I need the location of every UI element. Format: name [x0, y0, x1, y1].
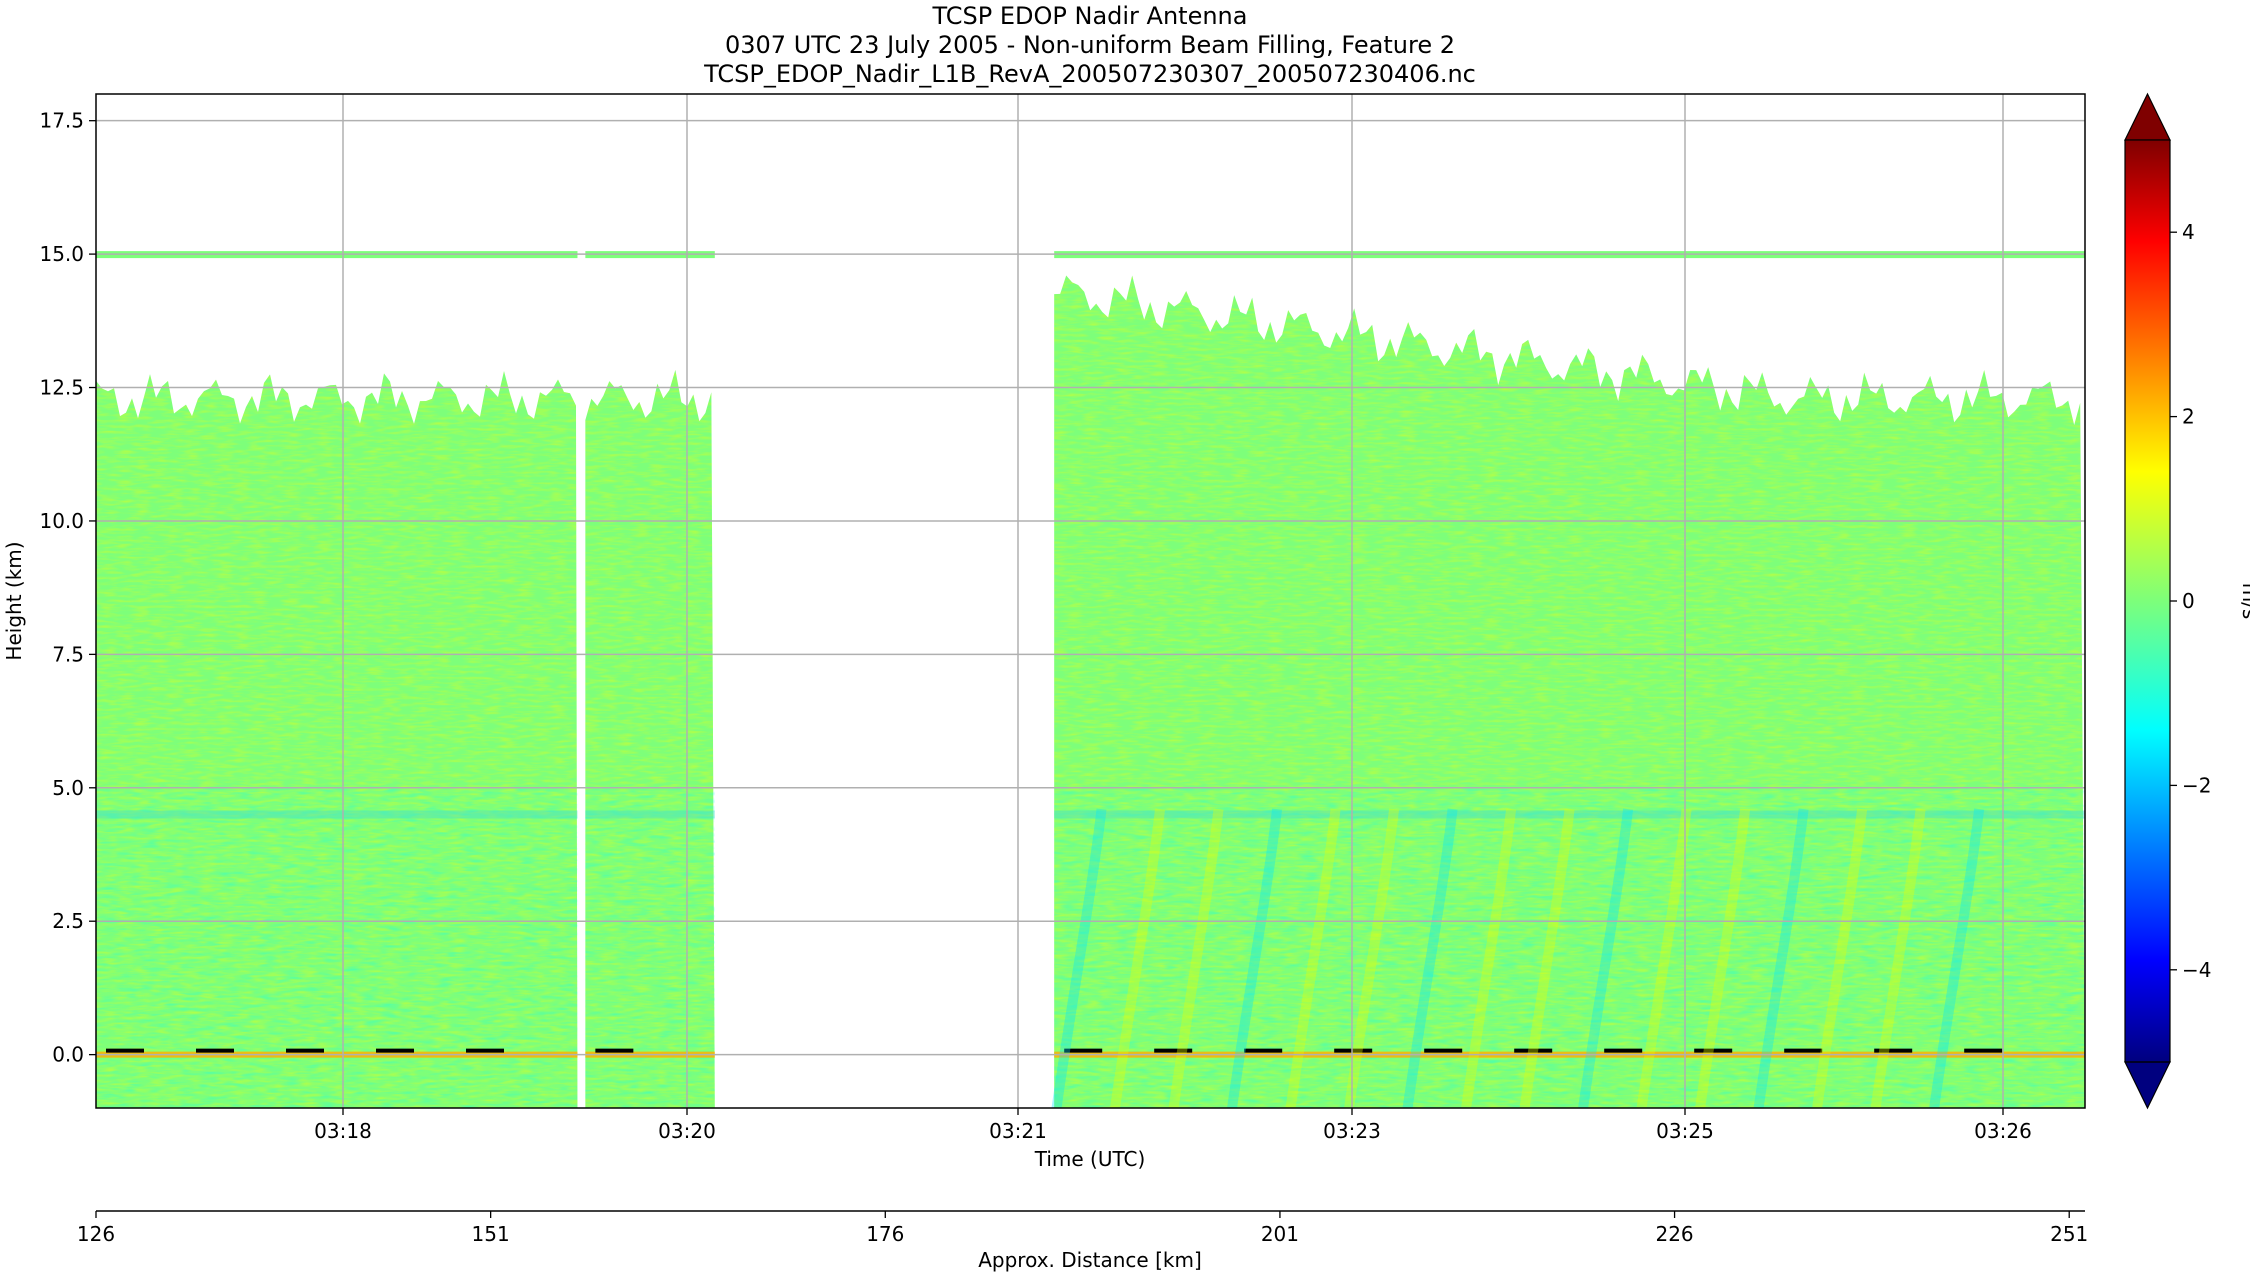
y-tick-label: 17.5 [39, 109, 84, 133]
y-tick-label: 10.0 [39, 509, 84, 533]
y-tick-label: 15.0 [39, 242, 84, 266]
fall-streak [1519, 808, 1575, 1108]
x-axis-distance: 126 151 176 201 226 251 [77, 1210, 2088, 1246]
fall-streak [1695, 808, 1751, 1108]
colorbar-extend-max [2124, 92, 2171, 141]
fall-streak [1285, 808, 1341, 1108]
y-axis-label: Height (km) [2, 541, 26, 660]
surface-echo-dark [1154, 1048, 1193, 1053]
x-tick-label: 03:26 [1974, 1119, 2032, 1143]
fall-streak [1344, 808, 1400, 1108]
x2-tick-label: 126 [77, 1222, 115, 1246]
surface-echo-dark [1424, 1048, 1463, 1053]
y-tick-label: 2.5 [52, 909, 84, 933]
fall-streak [1870, 808, 1926, 1108]
y-tick-label: 0.0 [52, 1043, 84, 1067]
colorbar-tick-label: 0 [2182, 589, 2195, 613]
colorbar-tick-label: 2 [2182, 405, 2195, 429]
colorbar-tick-label: −4 [2182, 958, 2211, 982]
y-tick-label: 12.5 [39, 376, 84, 400]
x-tick-label: 03:18 [314, 1119, 372, 1143]
x2-tick-label: 151 [472, 1222, 510, 1246]
x-axis-label: Time (UTC) [1034, 1147, 1146, 1171]
melting-layer [585, 810, 715, 819]
melting-layer [96, 810, 578, 819]
surface-echo-dark [1064, 1048, 1103, 1053]
surface-echo-dark [1244, 1048, 1283, 1053]
x-tick-label: 03:20 [658, 1119, 716, 1143]
fall-streak [1168, 808, 1224, 1108]
surface-echo-dark [1694, 1048, 1733, 1053]
y-tick-label: 5.0 [52, 776, 84, 800]
heatmap-field [96, 251, 2085, 1108]
surface-echo-dark [466, 1048, 504, 1053]
x2-tick-label: 251 [2050, 1222, 2088, 1246]
surface-echo-dark [1604, 1048, 1643, 1053]
surface-echo-dark [196, 1048, 234, 1053]
fall-streak [1461, 808, 1517, 1108]
colorbar-tick-label: −2 [2182, 773, 2211, 797]
surface-echo-dark [1514, 1048, 1553, 1053]
fall-streak [1929, 808, 1985, 1108]
melting-layer [1054, 810, 2085, 819]
colorbar-label: m/s [2238, 583, 2250, 620]
surface-echo-dark [106, 1048, 144, 1053]
y-tick-label: 7.5 [52, 642, 84, 666]
x2-tick-label: 201 [1261, 1222, 1299, 1246]
chart-title-line-1: TCSP EDOP Nadir Antenna [932, 2, 1248, 30]
surface-echo-dark [1784, 1048, 1823, 1053]
surface-echo-dark [1334, 1048, 1373, 1053]
surface-echo-dark [286, 1048, 324, 1053]
x2-tick-label: 226 [1655, 1222, 1693, 1246]
fall-streak [1227, 808, 1283, 1108]
fall-streak [1402, 808, 1458, 1108]
x-tick-label: 03:23 [1323, 1119, 1381, 1143]
x-tick-label: 03:25 [1656, 1119, 1714, 1143]
fall-streak [1578, 808, 1634, 1108]
plot-frame [95, 93, 2086, 1109]
fall-streak [1636, 808, 1692, 1108]
x-tick-label: 03:21 [989, 1119, 1047, 1143]
x2-tick-label: 176 [866, 1222, 904, 1246]
fall-streak [1753, 808, 1809, 1108]
x-axis-time: 03:18 03:20 03:21 03:23 03:25 03:26 [314, 1108, 2032, 1143]
chart-title-line-2: 0307 UTC 23 July 2005 - Non-uniform Beam… [724, 31, 1456, 59]
colorbar-tick-label: 4 [2182, 220, 2195, 244]
data-texture [585, 787, 715, 1108]
colorbar-extend-min [2124, 1061, 2171, 1110]
colorbar-gradient [2125, 140, 2170, 1062]
surface-echo-dark [1964, 1048, 2003, 1053]
x2-axis-label: Approx. Distance [km] [978, 1248, 1202, 1272]
fall-streak [1812, 808, 1868, 1108]
data-texture [96, 787, 578, 1108]
colorbar-ticks: −4 −2 0 2 4 [2170, 220, 2211, 982]
chart-title-line-3: TCSP_EDOP_Nadir_L1B_RevA_200507230307_20… [704, 60, 1476, 88]
fall-streak [1110, 808, 1166, 1108]
y-axis: 0.0 2.5 5.0 7.5 10.0 12.5 15.0 17.5 [39, 109, 96, 1067]
fall-streak [1051, 808, 1107, 1108]
grid-lines [96, 94, 2085, 1108]
surface-echo-dark [376, 1048, 414, 1053]
colorbar: −4 −2 0 2 4 m/s [2124, 92, 2250, 1110]
surface-echo-dark [1874, 1048, 1913, 1053]
surface-echo-dark [595, 1048, 634, 1053]
